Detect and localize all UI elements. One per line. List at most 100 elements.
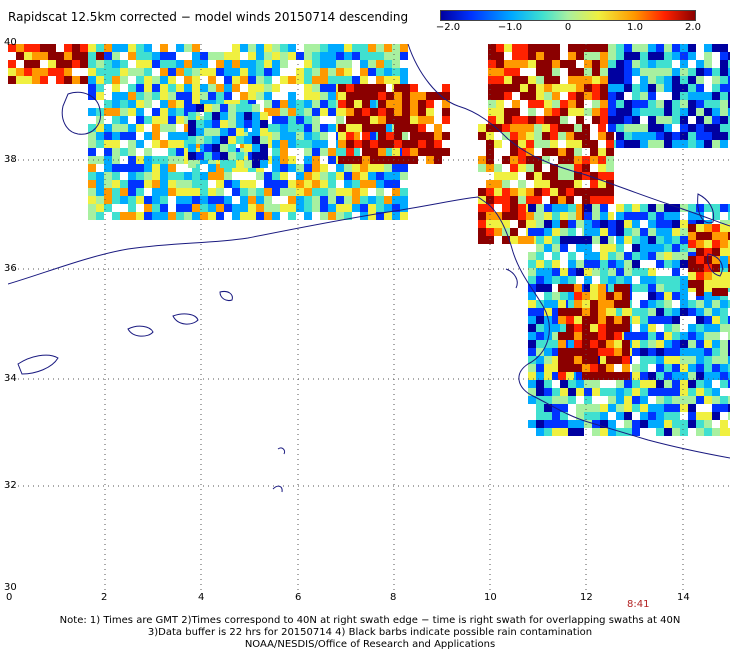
wind-difference-cell <box>370 140 378 148</box>
wind-difference-cell <box>536 372 544 380</box>
wind-difference-cell <box>320 188 328 196</box>
wind-difference-cell <box>664 308 672 316</box>
wind-difference-cell <box>576 76 584 84</box>
wind-difference-cell <box>614 340 622 348</box>
wind-difference-cell <box>712 132 720 140</box>
wind-difference-cell <box>688 396 696 404</box>
wind-difference-cell <box>648 332 656 340</box>
wind-difference-cell <box>96 68 104 76</box>
wind-difference-cell <box>680 420 688 428</box>
wind-difference-cell <box>442 116 450 124</box>
wind-difference-cell <box>632 348 640 356</box>
wind-difference-cell <box>442 132 450 140</box>
wind-difference-cell <box>568 276 576 284</box>
wind-difference-cell <box>582 324 590 332</box>
wind-difference-cell <box>176 148 184 156</box>
wind-difference-cell <box>520 116 528 124</box>
wind-difference-cell <box>120 180 128 188</box>
wind-difference-cell <box>712 240 720 248</box>
wind-difference-cell <box>598 324 606 332</box>
wind-difference-cell <box>32 44 40 52</box>
wind-difference-cell <box>568 204 576 212</box>
wind-difference-cell <box>664 52 672 60</box>
wind-difference-cell <box>168 180 176 188</box>
wind-difference-cell <box>392 76 400 84</box>
wind-difference-cell <box>40 44 48 52</box>
wind-difference-cell <box>320 132 328 140</box>
wind-difference-cell <box>280 140 288 148</box>
wind-difference-cell <box>632 268 640 276</box>
wind-difference-cell <box>640 92 648 100</box>
wind-difference-cell <box>384 60 392 68</box>
wind-difference-cell <box>224 76 232 84</box>
wind-difference-cell <box>56 52 64 60</box>
wind-difference-cell <box>552 388 560 396</box>
wind-difference-cell <box>160 76 168 84</box>
wind-difference-cell <box>550 140 558 148</box>
wind-difference-cell <box>544 420 552 428</box>
wind-difference-cell <box>680 396 688 404</box>
wind-difference-cell <box>352 180 360 188</box>
wind-difference-cell <box>400 164 408 172</box>
wind-difference-cell <box>312 164 320 172</box>
wind-difference-cell <box>260 152 268 160</box>
wind-difference-cell <box>672 108 680 116</box>
wind-difference-cell <box>496 60 504 68</box>
wind-difference-cell <box>656 60 664 68</box>
wind-difference-cell <box>656 252 664 260</box>
wind-difference-cell <box>720 232 728 240</box>
wind-difference-cell <box>280 76 288 84</box>
wind-difference-cell <box>528 364 536 372</box>
wind-difference-cell <box>80 52 88 60</box>
wind-difference-cell <box>624 252 632 260</box>
wind-difference-cell <box>616 116 624 124</box>
wind-difference-cell <box>528 380 536 388</box>
wind-difference-cell <box>16 68 24 76</box>
wind-difference-cell <box>360 52 368 60</box>
wind-difference-cell <box>632 380 640 388</box>
wind-difference-cell <box>624 100 632 108</box>
wind-difference-cell <box>88 140 96 148</box>
wind-difference-cell <box>544 396 552 404</box>
wind-difference-cell <box>216 68 224 76</box>
wind-difference-cell <box>478 220 486 228</box>
wind-difference-cell <box>232 68 240 76</box>
wind-difference-cell <box>544 300 552 308</box>
wind-difference-cell <box>518 132 526 140</box>
wind-difference-cell <box>296 164 304 172</box>
wind-difference-cell <box>664 108 672 116</box>
wind-difference-cell <box>568 212 576 220</box>
wind-difference-cell <box>352 76 360 84</box>
wind-difference-cell <box>606 132 614 140</box>
wind-difference-cell <box>104 108 112 116</box>
wind-difference-cell <box>224 172 232 180</box>
wind-difference-cell <box>176 188 184 196</box>
wind-difference-cell <box>288 52 296 60</box>
wind-difference-cell <box>338 108 346 116</box>
wind-difference-cell <box>338 140 346 148</box>
wind-difference-cell <box>152 108 160 116</box>
wind-difference-cell <box>16 52 24 60</box>
wind-difference-cell <box>296 180 304 188</box>
wind-difference-cell <box>656 348 664 356</box>
wind-difference-cell <box>688 212 696 220</box>
wind-difference-cell <box>232 212 240 220</box>
wind-difference-cell <box>410 124 418 132</box>
wind-difference-cell <box>592 108 600 116</box>
wind-difference-cell <box>616 76 624 84</box>
wind-difference-cell <box>590 324 598 332</box>
wind-difference-cell <box>16 44 24 52</box>
wind-difference-cell <box>528 308 536 316</box>
wind-difference-cell <box>558 196 566 204</box>
wind-difference-cell <box>228 152 236 160</box>
wind-difference-cell <box>558 132 566 140</box>
wind-difference-cell <box>680 372 688 380</box>
wind-difference-cell <box>720 308 728 316</box>
wind-difference-cell <box>552 276 560 284</box>
wind-difference-cell <box>280 44 288 52</box>
wind-difference-cell <box>378 116 386 124</box>
wind-difference-cell <box>696 380 704 388</box>
wind-difference-cell <box>632 252 640 260</box>
wind-difference-cell <box>502 236 510 244</box>
wind-difference-cell <box>712 212 720 220</box>
